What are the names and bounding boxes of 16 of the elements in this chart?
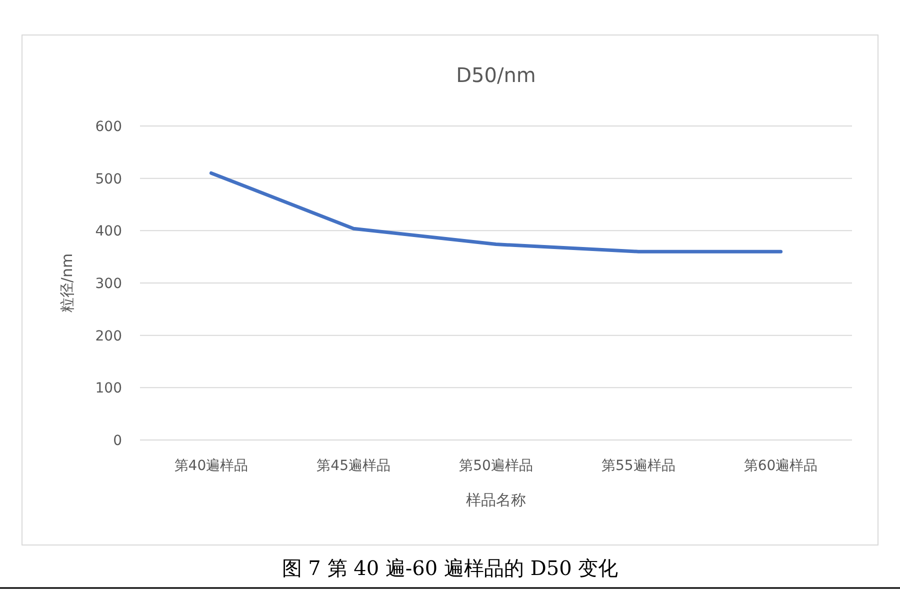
y-axis-title: 粒径/nm bbox=[58, 253, 76, 313]
x-tick-label: 第40遍样品 bbox=[174, 458, 248, 474]
chart-title: D50/nm bbox=[456, 63, 536, 87]
y-tick-label: 0 bbox=[113, 433, 122, 449]
y-tick-label: 200 bbox=[95, 328, 122, 344]
x-axis-title: 样品名称 bbox=[466, 491, 526, 509]
y-tick-label: 400 bbox=[95, 224, 122, 240]
y-tick-label: 600 bbox=[95, 119, 122, 135]
caption: 图 7 第 40 遍-60 遍样品的 D50 变化 bbox=[282, 556, 618, 580]
y-tick-label: 300 bbox=[95, 276, 122, 292]
y-tick-label: 500 bbox=[95, 171, 122, 188]
x-tick-label: 第55遍样品 bbox=[601, 458, 676, 474]
y-tick-label: 100 bbox=[95, 380, 122, 397]
x-tick-label: 第50遍样品 bbox=[459, 458, 533, 474]
x-tick-label: 第60遍样品 bbox=[744, 458, 818, 474]
x-tick-label: 第45遍样品 bbox=[316, 458, 391, 474]
